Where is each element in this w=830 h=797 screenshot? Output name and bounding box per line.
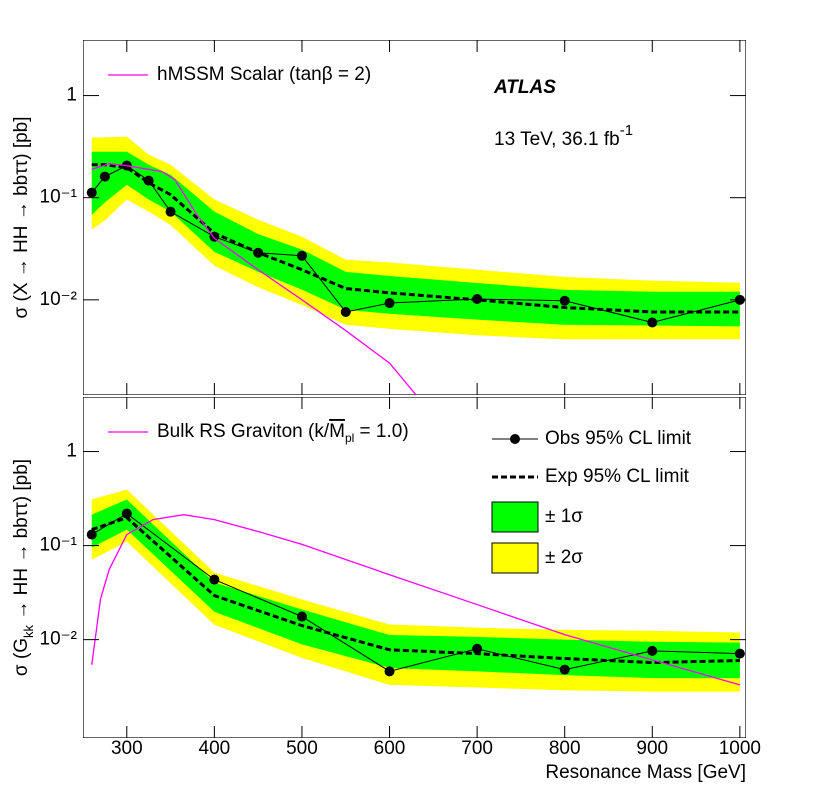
observed-point [472,643,483,654]
y-tick-label: 10⁻² [40,289,78,310]
observed-point [296,611,307,622]
theory-line [91,163,417,395]
energy-exponent: -1 [620,122,633,139]
error-band [91,499,740,679]
y-axis-label-part: σ (G [11,638,32,676]
legend-label: ± 2σ [545,547,583,568]
x-tick-label: 900 [636,738,668,759]
observed-point [209,574,220,585]
expected-line [91,163,740,314]
y-axis-label: σ (Gkk → HH → bbττ) [pb] [11,459,36,676]
legend-label: hMSSM Scalar (tanβ = 2) [157,64,371,85]
observed-point [559,295,570,306]
panel [83,40,746,395]
observed-point [86,187,97,198]
y-tick-label: 10⁻¹ [40,187,78,208]
observed-point [99,171,110,182]
x-tick-label: 800 [549,738,581,759]
legend-label: Exp 95% CL limit [545,466,690,487]
observed-point [296,250,307,261]
legend-band-swatch [491,501,539,533]
observed-point [384,298,395,309]
energy-label: 13 TeV, 36.1 fb-1 [494,122,633,150]
observed-point [143,175,154,186]
legend-label-part: M [329,421,345,442]
x-tick-label: 500 [286,738,318,759]
y-tick-label: 1 [66,441,77,462]
x-tick-label: 1000 [719,738,761,759]
observed-point [384,666,395,677]
y-axis-label: σ (X → HH → bbττ) [pb] [11,116,32,318]
observed-point [165,206,176,217]
legend-label-part: = 1.0) [354,421,408,442]
observed-point [253,247,264,258]
panel [83,397,746,738]
observed-point [734,648,745,659]
observed-point [121,508,132,519]
legend-label: Obs 95% CL limit [545,428,692,449]
theory-line [91,514,741,686]
x-tick-label: 600 [374,738,406,759]
experiment-label: ATLAS [493,77,556,98]
energy-text: 13 TeV, 36.1 fb [494,129,620,150]
observed-point [86,529,97,540]
x-tick-label: 700 [461,738,493,759]
observed-point [340,307,351,318]
y-tick-label: 1 [66,85,77,106]
x-tick-label: 300 [111,738,143,759]
x-tick-label: 400 [199,738,231,759]
legend-label-part: pl [345,431,354,445]
observed-point [559,664,570,675]
legend-band-swatch [491,542,539,574]
legend-label: ± 1σ [545,506,583,527]
observed-point [647,645,658,656]
legend-label: Bulk RS Graviton (k/Mpl = 1.0) [157,421,409,445]
y-tick-label: 10⁻² [40,629,78,650]
observed-point [472,293,483,304]
x-axis-label: Resonance Mass [GeV] [545,762,746,783]
y-axis-label-part: → HH → bbττ) [pb] [11,459,32,625]
error-band [91,136,740,340]
expected-line [91,515,740,665]
observed-point [647,317,658,328]
y-tick-label: 10⁻¹ [40,535,78,556]
legend-label-part: Bulk RS Graviton (k/ [157,421,330,442]
y-axis-label-part: kk [21,624,36,638]
legend-obs-marker [510,434,520,444]
